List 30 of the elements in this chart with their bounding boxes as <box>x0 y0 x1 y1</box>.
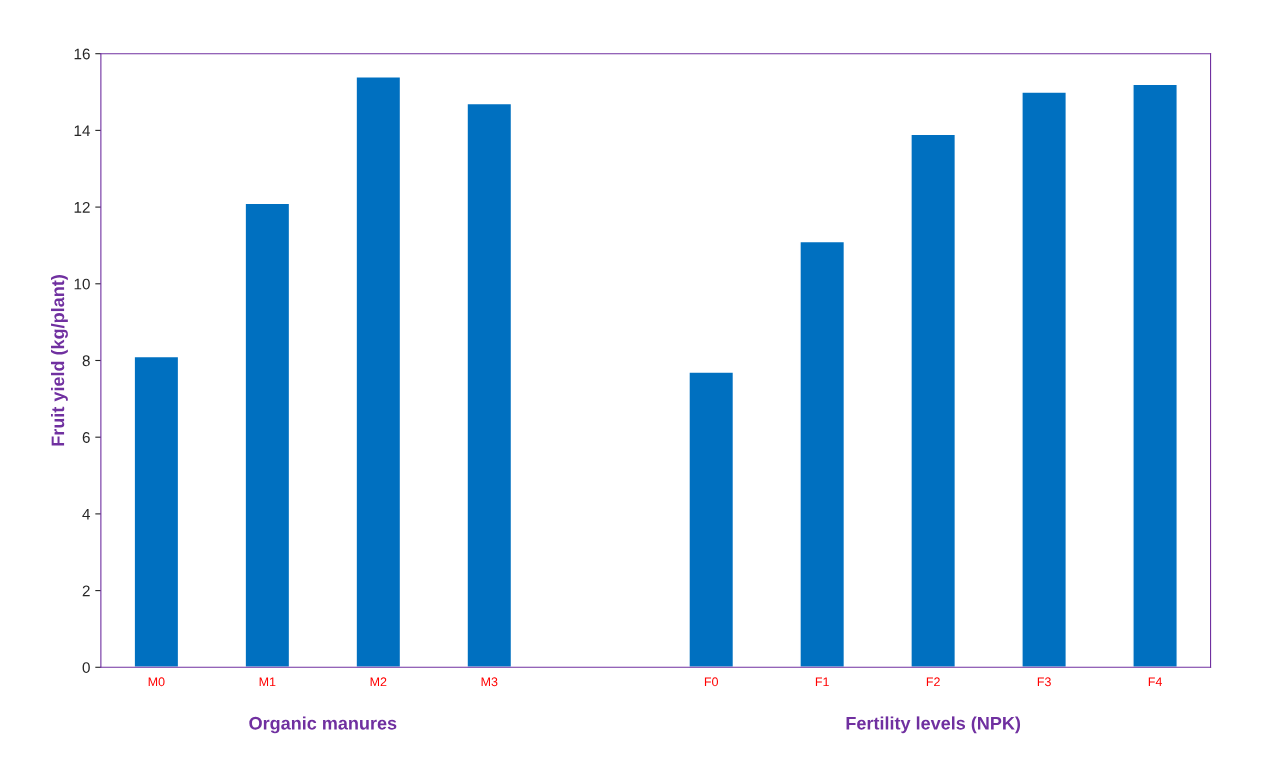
text: Fertility levels (NPK) <box>846 716 1021 734</box>
bar <box>910 133 957 668</box>
y-tick-label: 12 <box>74 201 90 213</box>
bar <box>466 102 513 668</box>
x-tick-label: F0 <box>704 677 719 687</box>
y-tick-label: 6 <box>82 432 90 443</box>
y-tick-label: 4 <box>82 508 91 520</box>
y-tick-label: 14 <box>74 125 91 136</box>
x-tick-label: M2 <box>370 677 387 687</box>
x-tick-label: M1 <box>259 677 276 687</box>
text: Organic manures <box>249 716 397 734</box>
bar <box>133 355 180 668</box>
y-axis-title: Fruit yield (kg/plant) <box>51 275 68 446</box>
bar <box>244 202 291 668</box>
y-tick-label: 8 <box>82 355 90 367</box>
y-tick-label: 16 <box>74 48 90 60</box>
bar <box>688 371 735 668</box>
bar <box>1132 83 1178 668</box>
bar <box>355 76 402 668</box>
y-tick-label: 2 <box>82 585 90 597</box>
y-tick-label: 0 <box>82 662 90 673</box>
y-tick-label: 10 <box>74 278 90 290</box>
x-tick-label: F2 <box>926 677 940 687</box>
x-tick-label: F1 <box>815 677 829 687</box>
bar <box>1021 91 1067 668</box>
x-tick-label: F4 <box>1148 677 1162 687</box>
x-tick-label: F3 <box>1037 677 1051 687</box>
bar <box>799 240 846 668</box>
x-tick-label: M0 <box>148 677 165 687</box>
x-tick-label: M3 <box>481 677 498 687</box>
